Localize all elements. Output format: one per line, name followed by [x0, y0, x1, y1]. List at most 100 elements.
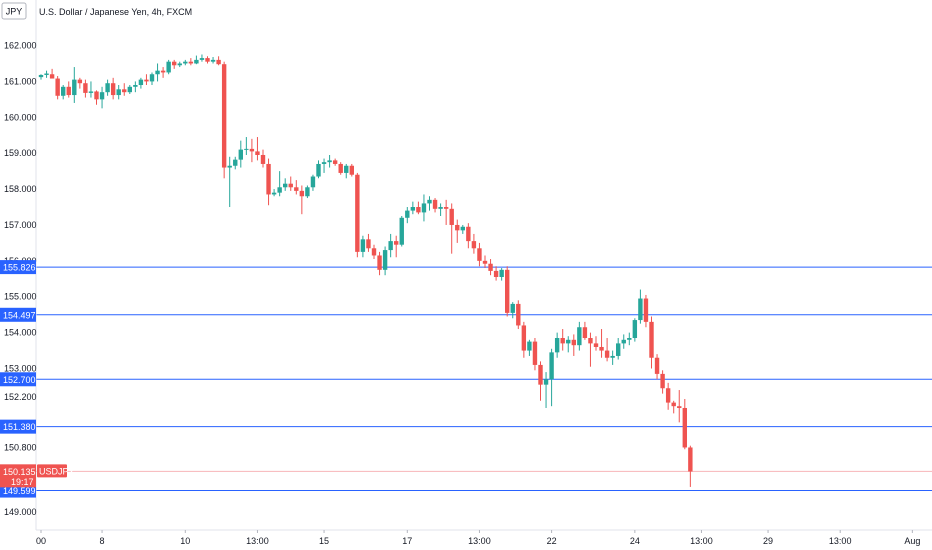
candle-body [632, 320, 638, 339]
candle [194, 55, 199, 65]
price-tick-label: 149.000 [4, 507, 37, 517]
candle [260, 149, 266, 168]
price-tick-label: 162.000 [4, 41, 37, 51]
currency-badge-frame[interactable] [1, 2, 27, 20]
candle [94, 90, 99, 105]
time-tick-label: 17 [402, 536, 412, 546]
candle-body [199, 58, 205, 60]
candle [688, 445, 693, 487]
candle-body [244, 148, 249, 150]
candle-body [677, 406, 682, 408]
candle [116, 85, 121, 100]
candle-body [283, 183, 288, 188]
currency-badge[interactable]: JPY [6, 7, 23, 17]
candle [665, 382, 671, 410]
candle [210, 57, 216, 64]
candle-body [344, 165, 349, 173]
candle [660, 370, 665, 394]
candle [99, 86, 105, 109]
candle [654, 354, 660, 380]
level-badge [0, 372, 36, 387]
candle-body [493, 270, 499, 277]
candle [493, 266, 499, 281]
candle [566, 336, 571, 353]
candle [416, 201, 421, 215]
candle [432, 198, 438, 213]
candle-body [349, 165, 354, 175]
candle-body [460, 226, 465, 231]
candle [443, 199, 449, 225]
candle [471, 233, 477, 254]
candle [588, 332, 593, 367]
candle-body [277, 187, 282, 193]
candle [360, 235, 366, 258]
candle [627, 332, 632, 346]
candle [549, 348, 554, 407]
candle [438, 203, 443, 216]
candle-body [554, 338, 560, 353]
candle [44, 70, 49, 78]
candle [299, 185, 305, 215]
candle [38, 74, 44, 80]
time-tick-label: 29 [763, 536, 773, 546]
candle [244, 137, 249, 155]
candle [649, 316, 654, 369]
candle-body [399, 217, 404, 245]
candle-body [665, 388, 671, 403]
candle [149, 72, 155, 86]
candle [77, 77, 83, 89]
candle [610, 350, 615, 365]
time-tick-label: 13:00 [690, 536, 713, 546]
candle-body [560, 338, 565, 344]
candle-body [466, 226, 471, 242]
candle-body [527, 341, 532, 351]
chart-header: JPY U.S. Dollar / Japanese Yen, 4h, FXCM [1, 2, 192, 20]
candle-body [55, 78, 60, 96]
candle-body [122, 89, 127, 93]
candle-body [654, 357, 660, 374]
candle [405, 207, 410, 224]
candle-body [49, 74, 55, 79]
price-axis[interactable]: 162.000 161.000 160.000 159.000 158.000 157.0… [0, 0, 37, 530]
price-tick-label: 152.200 [4, 392, 37, 402]
candle-body [593, 343, 599, 347]
candle-body [499, 269, 504, 277]
candle [55, 76, 60, 100]
candle-body [77, 79, 83, 84]
candle [371, 244, 377, 260]
candle-body [227, 165, 232, 168]
candle-body [316, 163, 321, 177]
candle [638, 289, 643, 324]
last-price-label: 150.135 [3, 467, 36, 477]
candle [105, 79, 110, 96]
candle-body [266, 163, 271, 195]
time-axis[interactable]: 00 8 10 13:00 15 17 13:00 22 24 13:00 29 13:00 Aug [36, 529, 932, 546]
candle [344, 163, 349, 179]
candle [643, 294, 649, 328]
candle [399, 215, 404, 247]
candle [188, 58, 194, 66]
symbol-tag [37, 464, 67, 478]
candle-body [221, 64, 227, 168]
candle [183, 59, 188, 66]
candle-body [543, 379, 549, 385]
candle-body [172, 61, 177, 66]
candle-body [116, 89, 121, 96]
candle-body [643, 298, 649, 322]
candle [127, 85, 132, 94]
candle-body [660, 373, 665, 389]
candle-body [432, 199, 438, 209]
candle-body [321, 162, 327, 164]
candle [72, 67, 77, 103]
horizontal-levels: USDJPY [36, 266, 932, 492]
candle-body [310, 176, 316, 188]
candle [305, 185, 310, 199]
candle-body [671, 402, 676, 407]
candle-body [449, 208, 454, 225]
candle [616, 338, 621, 360]
price-tick-label: 160.000 [4, 112, 37, 122]
candle-body [566, 339, 571, 344]
candle-body [188, 61, 194, 64]
candle [332, 158, 338, 166]
